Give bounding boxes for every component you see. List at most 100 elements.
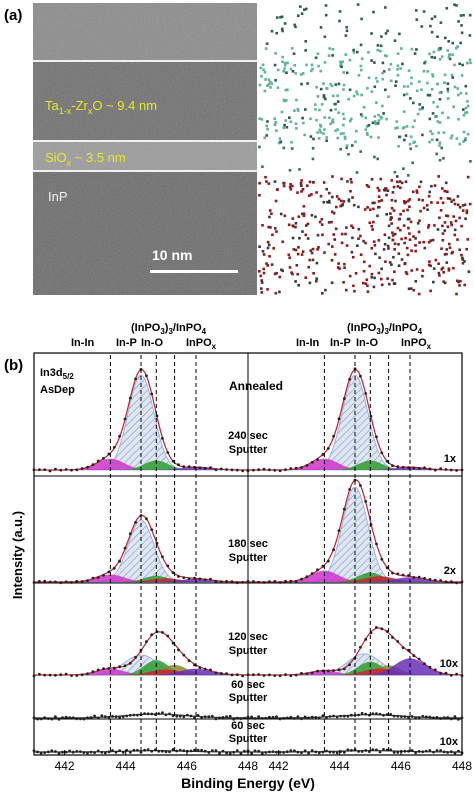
data-point <box>118 665 121 669</box>
data-point <box>278 581 282 584</box>
eels-dot <box>460 224 463 228</box>
eels-dot <box>262 68 265 72</box>
eels-dot <box>301 250 305 253</box>
eels-dot <box>399 67 402 70</box>
eels-dot <box>438 58 442 61</box>
eels-dot <box>302 214 306 218</box>
eels-dot <box>342 71 345 74</box>
data-point <box>128 661 132 665</box>
data-point <box>128 750 132 754</box>
data-point <box>61 716 64 719</box>
data-point <box>107 570 111 574</box>
eels-dot <box>428 260 431 263</box>
data-point <box>187 465 191 468</box>
eels-dot <box>331 175 334 178</box>
sputter-240-line1: 240 sec <box>228 430 268 442</box>
eels-dot <box>377 113 380 117</box>
eels-dot <box>284 119 287 122</box>
eels-dot <box>460 24 463 27</box>
eels-dot <box>447 116 450 119</box>
data-point <box>392 751 396 754</box>
eels-dot <box>267 225 270 229</box>
multiplier-120: 10x <box>440 658 459 670</box>
data-point <box>278 674 282 678</box>
eels-dot <box>289 67 293 71</box>
data-point <box>310 715 314 719</box>
eels-dot <box>281 60 284 64</box>
eels-dot <box>372 220 375 224</box>
eels-dot <box>297 246 300 249</box>
eels-dot <box>343 262 346 266</box>
data-point <box>442 716 446 719</box>
eels-dot <box>460 253 463 257</box>
eels-dot <box>345 244 349 247</box>
eels-dot <box>310 193 313 196</box>
data-point <box>271 750 275 753</box>
eels-dot <box>421 106 424 109</box>
substrate-label: InP <box>48 189 68 204</box>
eels-dot <box>309 117 312 121</box>
component-peak <box>34 668 248 675</box>
data-point <box>103 751 107 755</box>
eels-dot <box>392 185 396 189</box>
eels-dot <box>390 263 393 266</box>
eels-dot <box>449 136 453 140</box>
eels-dot <box>436 201 439 204</box>
data-point <box>50 717 54 721</box>
data-point <box>432 750 435 754</box>
data-point <box>293 749 296 753</box>
eels-dot <box>428 117 432 121</box>
eels-dot <box>441 266 445 270</box>
data-point <box>96 459 100 463</box>
eels-dot <box>436 82 439 86</box>
eels-dot <box>385 117 388 121</box>
eels-dot <box>403 138 406 142</box>
eels-dot <box>412 101 415 105</box>
eels-dot <box>279 140 283 144</box>
eels-dot <box>430 201 433 204</box>
eels-dot <box>369 135 373 139</box>
data-point <box>182 576 186 579</box>
eels-dot <box>426 93 430 97</box>
eels-dot <box>360 68 363 72</box>
data-point <box>257 715 261 718</box>
eels-dot <box>354 272 358 275</box>
eels-dot <box>320 218 324 221</box>
eels-dot <box>438 98 442 101</box>
data-point <box>187 577 191 581</box>
eels-dot <box>382 248 386 251</box>
data-point <box>93 751 96 754</box>
eels-dot <box>357 74 361 77</box>
eels-dot <box>317 246 320 249</box>
data-point <box>64 468 68 471</box>
data-point <box>80 467 84 470</box>
eels-dot <box>339 147 342 151</box>
data-point <box>68 716 72 720</box>
eels-dot <box>305 224 308 227</box>
multiplier-240: 1x <box>444 453 457 465</box>
data-point <box>444 468 448 471</box>
eels-dot <box>322 181 326 184</box>
sputter-60a-line1: 60 sec <box>231 679 265 691</box>
eels-dot <box>360 17 363 21</box>
data-point <box>235 468 239 472</box>
data-point <box>364 712 368 716</box>
eels-dot <box>258 181 261 185</box>
data-point <box>401 573 405 577</box>
eels-dot <box>434 115 437 119</box>
data-point <box>203 749 207 753</box>
eels-dot <box>266 120 269 123</box>
label-inpo3-right: (InPO3)3/InPO4 <box>347 322 423 336</box>
data-point <box>439 717 442 720</box>
eels-dot <box>315 279 318 283</box>
eels-dot <box>363 208 367 211</box>
eels-dot <box>422 10 426 13</box>
data-point <box>150 749 154 753</box>
data-point <box>428 578 432 581</box>
eels-dot <box>371 228 374 231</box>
eels-dot <box>426 81 429 85</box>
eels-dot <box>340 241 344 245</box>
eels-dot <box>354 140 357 144</box>
data-point <box>198 666 202 670</box>
data-point <box>145 517 148 521</box>
